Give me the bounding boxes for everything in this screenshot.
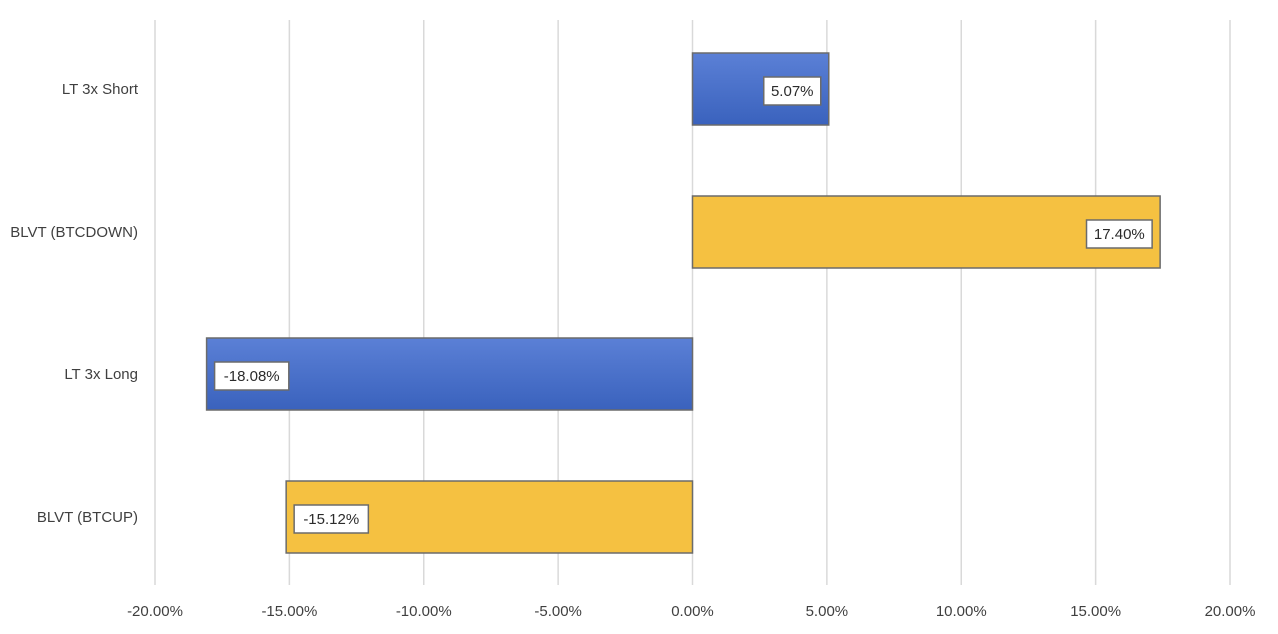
category-label: LT 3x Long xyxy=(64,366,138,383)
data-label-box xyxy=(763,76,822,106)
data-labels: 5.07% 17.40% -18.08% -15.12% xyxy=(213,76,1153,534)
x-tick-label: 5.00% xyxy=(806,603,849,620)
category-label: BLVT (BTCDOWN) xyxy=(10,224,138,241)
x-tick-label: -20.00% xyxy=(127,603,183,620)
data-label: 5.07% xyxy=(763,76,822,106)
category-label: BLVT (BTCUP) xyxy=(37,509,138,526)
x-tick-label: 10.00% xyxy=(936,603,987,620)
x-tick-label: -10.00% xyxy=(396,603,452,620)
x-tick-label: -15.00% xyxy=(261,603,317,620)
data-label: 17.40% xyxy=(1085,219,1153,249)
x-axis-tick-labels: -20.00% -15.00% -10.00% -5.00% 0.00% 5.00% 10.… xyxy=(127,603,1255,620)
data-label-text: -15.12% xyxy=(303,511,359,528)
data-label-text: -18.08% xyxy=(224,368,280,385)
bars xyxy=(205,52,1161,554)
category-label: LT 3x Short xyxy=(62,81,139,98)
x-tick-label: 0.00% xyxy=(671,603,714,620)
data-label-box xyxy=(213,361,290,391)
data-label-text: 17.40% xyxy=(1094,226,1145,243)
x-tick-label: -5.00% xyxy=(534,603,582,620)
data-label: -15.12% xyxy=(293,504,370,534)
data-label-box xyxy=(1085,219,1153,249)
category-labels: LT 3x Short BLVT (BTCDOWN) LT 3x Long BLVT … xyxy=(10,81,139,526)
bar xyxy=(691,195,1161,269)
data-label-text: 5.07% xyxy=(771,83,814,100)
data-label: -18.08% xyxy=(213,361,290,391)
x-tick-label: 15.00% xyxy=(1070,603,1121,620)
x-tick-label: 20.00% xyxy=(1205,603,1256,620)
data-label-box xyxy=(293,504,370,534)
